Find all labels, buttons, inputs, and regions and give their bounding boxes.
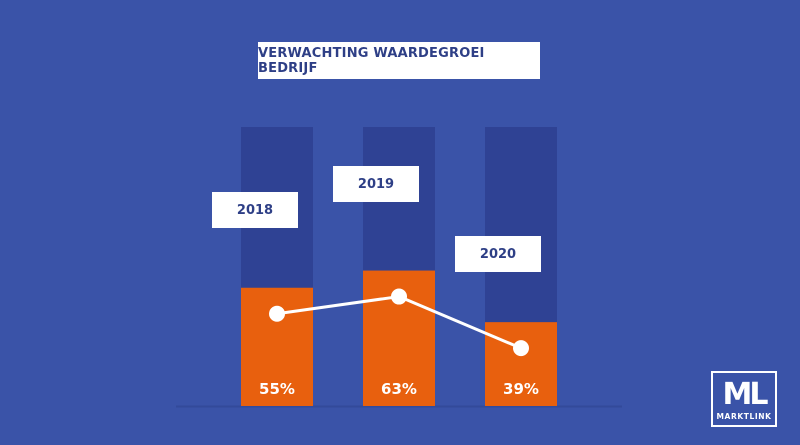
logo-mark: ML <box>722 377 769 412</box>
logo-text: MARKTLINK <box>716 412 772 421</box>
year-label-box-2020: 2020 <box>455 236 541 272</box>
data-point-2019 <box>391 288 407 305</box>
chart-title-box: VERWACHTING WAARDEGROEI BEDRIJF <box>258 42 540 79</box>
year-label-2019: 2019 <box>357 176 395 192</box>
data-point-2020 <box>513 340 529 357</box>
year-label-box-2019: 2019 <box>333 166 419 202</box>
chart-title: VERWACHTING WAARDEGROEI BEDRIJF <box>258 45 485 76</box>
year-label-2018: 2018 <box>236 202 274 218</box>
value-label-2020: 39% <box>503 380 539 398</box>
year-label-2020: 2020 <box>479 246 517 262</box>
marktlink-logo: ML MARKTLINK <box>711 371 777 427</box>
bar-2020 <box>485 322 557 406</box>
data-point-2018 <box>269 305 285 322</box>
value-label-2018: 55% <box>259 380 295 398</box>
value-label-2019: 63% <box>381 380 417 398</box>
year-label-box-2018: 2018 <box>212 192 298 228</box>
